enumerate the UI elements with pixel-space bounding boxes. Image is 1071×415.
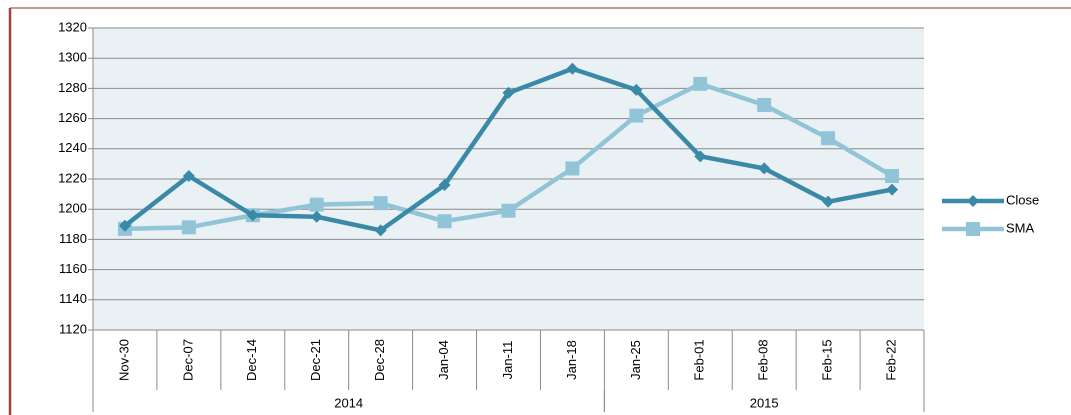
marker bbox=[886, 183, 899, 196]
y-tick-label: 1260 bbox=[58, 110, 87, 125]
marker bbox=[118, 219, 131, 232]
y-tick-label: 1240 bbox=[58, 140, 87, 155]
marker bbox=[630, 83, 643, 96]
x-tick-label: Feb-22 bbox=[883, 339, 898, 380]
marker bbox=[373, 196, 388, 211]
marker bbox=[758, 162, 771, 175]
marker bbox=[566, 62, 579, 75]
marker bbox=[310, 210, 323, 223]
marker bbox=[246, 209, 259, 222]
y-tick-label: 1140 bbox=[59, 291, 87, 306]
x-tick-label: Jan-04 bbox=[436, 340, 451, 380]
marker bbox=[694, 150, 707, 163]
x-tick-label: Dec-21 bbox=[308, 339, 323, 381]
x-tick-label: Dec-14 bbox=[244, 339, 259, 381]
marker bbox=[182, 169, 195, 182]
y-tick-label: 1200 bbox=[58, 201, 87, 216]
x-tick-label: Jan-25 bbox=[628, 340, 643, 380]
x-group-label: 2014 bbox=[334, 395, 363, 410]
marker bbox=[629, 108, 644, 123]
marker bbox=[757, 98, 772, 113]
marker bbox=[967, 195, 979, 207]
marker bbox=[374, 224, 387, 237]
y-tick-label: 1280 bbox=[58, 80, 87, 95]
x-tick-label: Jan-11 bbox=[500, 341, 515, 380]
marker bbox=[438, 179, 451, 192]
x-tick-label: Jan-18 bbox=[564, 340, 579, 380]
y-tick-label: 1220 bbox=[58, 170, 87, 185]
marker bbox=[966, 222, 980, 236]
marker bbox=[437, 214, 452, 229]
marker bbox=[693, 76, 708, 91]
marker bbox=[181, 220, 196, 235]
marker bbox=[309, 197, 324, 212]
x-tick-label: Feb-08 bbox=[756, 339, 771, 380]
marker bbox=[885, 168, 900, 183]
x-group-label: 2015 bbox=[750, 395, 779, 410]
x-tick-label: Feb-01 bbox=[692, 339, 707, 380]
x-tick-label: Dec-07 bbox=[180, 339, 195, 381]
y-tick-label: 1300 bbox=[58, 50, 87, 65]
x-tick-label: Dec-28 bbox=[372, 339, 387, 381]
legend-label: SMA bbox=[1006, 220, 1035, 235]
x-tick-label: Feb-15 bbox=[820, 339, 835, 380]
marker bbox=[822, 195, 835, 208]
marker bbox=[501, 203, 516, 218]
marker bbox=[502, 86, 515, 99]
y-tick-label: 1180 bbox=[59, 231, 87, 246]
marker bbox=[821, 131, 836, 146]
y-tick-label: 1120 bbox=[59, 321, 87, 336]
legend-label: Close bbox=[1006, 192, 1039, 207]
y-tick-label: 1160 bbox=[59, 261, 87, 276]
marker bbox=[565, 161, 580, 176]
x-tick-label: Nov-30 bbox=[116, 339, 131, 381]
y-tick-label: 1320 bbox=[58, 19, 87, 34]
